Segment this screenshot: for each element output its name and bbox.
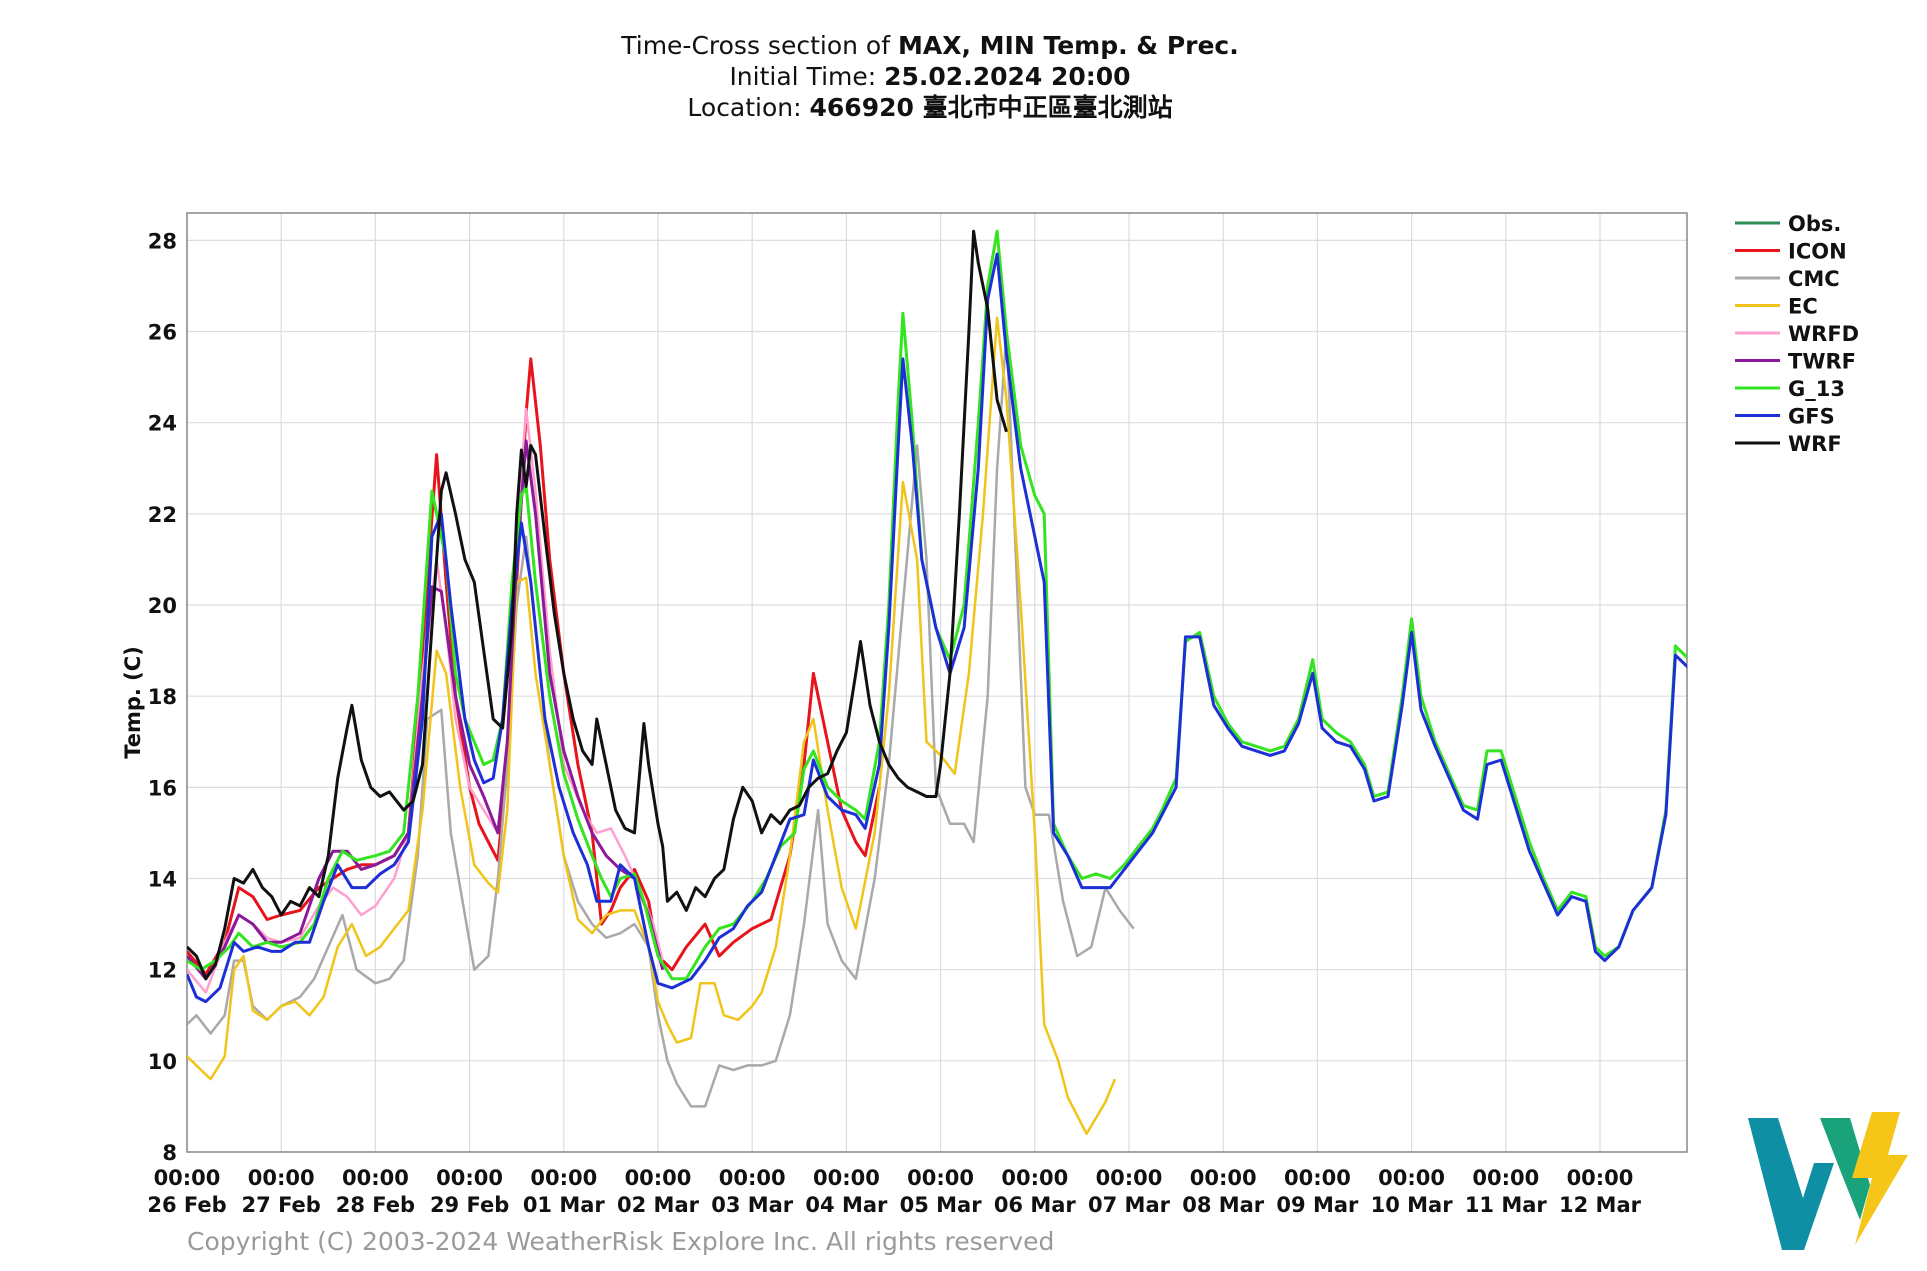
x-tick-label-time: 00:00 [907, 1166, 974, 1190]
x-tick-label-date: 27 Feb [242, 1193, 321, 1217]
legend: Obs. ICON CMC EC WRFD TWRF G_13 GFS WRF [1735, 212, 1859, 456]
x-tick-label-date: 29 Feb [430, 1193, 509, 1217]
x-tick-label-date: 02 Mar [617, 1193, 700, 1217]
series-line-cmc [187, 330, 1135, 1108]
x-tick-label-time: 00:00 [1096, 1166, 1163, 1190]
series-line-twrf [187, 439, 665, 981]
series-line-gfs [187, 252, 1687, 1004]
x-tick-label-date: 28 Feb [336, 1193, 415, 1217]
chart-title-line-3: Location: 466920 臺北市中正區臺北測站 [0, 92, 1860, 123]
x-tick-label-date: 08 Mar [1182, 1193, 1265, 1217]
y-tick-label: 16 [148, 776, 177, 800]
x-tick-label-time: 00:00 [625, 1166, 692, 1190]
x-tick-label-time: 00:00 [719, 1166, 786, 1190]
logo-bolt [1852, 1112, 1908, 1245]
x-tick-label-date: 07 Mar [1088, 1193, 1171, 1217]
x-tick-label-time: 00:00 [248, 1166, 315, 1190]
x-tick-label-date: 09 Mar [1276, 1193, 1359, 1217]
legend-label: TWRF [1788, 350, 1856, 374]
y-axis-ticks: 8 10 12 14 16 18 20 22 24 26 28 [148, 229, 177, 1165]
y-axis-label: Temp. (C) [121, 646, 145, 759]
y-tick-label: 22 [148, 503, 177, 527]
logo-w-left [1748, 1118, 1834, 1250]
legend-label: EC [1788, 295, 1818, 319]
legend-label: CMC [1788, 267, 1840, 291]
x-tick-label-time: 00:00 [154, 1166, 221, 1190]
title-line-3-prefix: Location: [687, 93, 810, 122]
x-tick-label-time: 00:00 [1472, 1166, 1539, 1190]
x-tick-label-date: 04 Mar [805, 1193, 888, 1217]
y-tick-label: 12 [148, 959, 177, 983]
legend-label: ICON [1788, 240, 1847, 264]
legend-label: WRF [1788, 432, 1842, 456]
y-tick-label: 18 [148, 685, 177, 709]
title-line-1-prefix: Time-Cross section of [621, 31, 898, 60]
grid-layer [186, 213, 1687, 1153]
x-tick-label-time: 00:00 [436, 1166, 503, 1190]
copyright-text: Copyright (C) 2003-2024 WeatherRisk Expl… [187, 1227, 1054, 1256]
y-tick-label: 24 [148, 412, 177, 436]
y-tick-label: 8 [162, 1141, 177, 1165]
y-tick-label: 26 [148, 321, 177, 345]
title-line-2-prefix: Initial Time: [729, 62, 885, 91]
x-tick-label-time: 00:00 [813, 1166, 880, 1190]
x-tick-label-time: 00:00 [1378, 1166, 1445, 1190]
x-tick-label-date: 01 Mar [523, 1193, 606, 1217]
logo-w-right [1820, 1118, 1870, 1220]
x-tick-label-date: 05 Mar [900, 1193, 983, 1217]
x-tick-label-date: 06 Mar [994, 1193, 1077, 1217]
y-tick-label: 10 [148, 1050, 177, 1074]
title-line-1-bold: MAX, MIN Temp. & Prec. [897, 31, 1239, 60]
x-tick-label-time: 00:00 [530, 1166, 597, 1190]
legend-label: GFS [1788, 405, 1835, 429]
series-layer [187, 229, 1687, 1136]
title-line-2-bold: 25.02.2024 20:00 [884, 62, 1131, 91]
chart-title-block: Time-Cross section of MAX, MIN Temp. & P… [0, 30, 1860, 123]
x-tick-label-date: 11 Mar [1465, 1193, 1548, 1217]
x-tick-label-date: 12 Mar [1559, 1193, 1642, 1217]
chart-title-line-1: Time-Cross section of MAX, MIN Temp. & P… [0, 30, 1860, 61]
x-tick-label-date: 26 Feb [147, 1193, 226, 1217]
x-axis-ticks: 00:00 26 Feb 00:00 27 Feb 00:00 28 Feb 00:00 29… [147, 1166, 1641, 1217]
x-tick-label-time: 00:00 [1190, 1166, 1257, 1190]
series-line-wrf [187, 229, 1008, 981]
chart-title-line-2: Initial Time: 25.02.2024 20:00 [0, 61, 1860, 92]
x-tick-label-date: 10 Mar [1371, 1193, 1454, 1217]
legend-label: Obs. [1788, 212, 1841, 236]
weatherrisk-logo-icon [1748, 1112, 1908, 1250]
y-tick-label: 14 [148, 868, 177, 892]
x-tick-label-time: 00:00 [1284, 1166, 1351, 1190]
legend-label: G_13 [1788, 377, 1845, 401]
x-tick-label-time: 00:00 [1567, 1166, 1634, 1190]
y-tick-label: 20 [148, 594, 177, 618]
x-tick-label-time: 00:00 [342, 1166, 409, 1190]
legend-label: WRFD [1788, 322, 1859, 346]
x-tick-label-date: 03 Mar [711, 1193, 794, 1217]
title-line-3-bold: 466920 臺北市中正區臺北測站 [809, 93, 1173, 122]
x-tick-label-time: 00:00 [1001, 1166, 1068, 1190]
y-tick-label: 28 [148, 229, 177, 253]
plot-frame [186, 212, 1688, 1153]
